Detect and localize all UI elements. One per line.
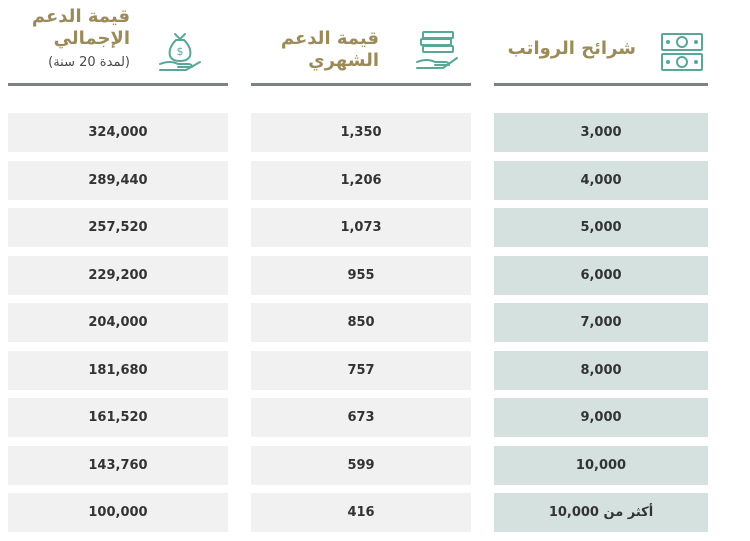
table-cell-salary: 7,000 bbox=[494, 303, 708, 342]
total-support-values: 324,000 289,440 257,520 229,200 204,000 … bbox=[8, 113, 228, 541]
table-cell-total: 204,000 bbox=[8, 303, 228, 342]
table-cell-monthly: 955 bbox=[251, 255, 471, 295]
table-cell-monthly: 416 bbox=[251, 493, 471, 532]
table-cell-total: 100,000 bbox=[8, 493, 228, 532]
monthly-support-header: قيمة الدعم الشهري bbox=[251, 0, 471, 86]
money-bag-hand-icon: $ bbox=[156, 26, 204, 74]
table-cell-salary: أكثر من 10,000 bbox=[494, 493, 708, 532]
table-cell-monthly: 1,206 bbox=[251, 160, 471, 200]
table-cell-salary: 8,000 bbox=[494, 350, 708, 390]
table-cell-total: 324,000 bbox=[8, 113, 228, 152]
table-cell-salary: 3,000 bbox=[494, 113, 708, 152]
salary-brackets-title: شرائح الرواتب bbox=[507, 38, 636, 59]
table-cell-salary: 5,000 bbox=[494, 208, 708, 247]
total-title-line1: قيمة الدعم bbox=[31, 6, 130, 27]
table-cell-total: 161,520 bbox=[8, 398, 228, 437]
table-cell-monthly: 1,073 bbox=[251, 208, 471, 247]
table-cell-salary: 9,000 bbox=[494, 398, 708, 437]
svg-text:$: $ bbox=[177, 45, 184, 58]
monthly-support-values: 1,350 1,206 1,073 955 850 757 673 599 41… bbox=[251, 113, 471, 541]
table-cell-total: 229,200 bbox=[8, 255, 228, 295]
table-cell-monthly: 673 bbox=[251, 398, 471, 437]
monthly-support-column: قيمة الدعم الشهري 1,350 1,206 1,073 955 … bbox=[251, 0, 471, 532]
table-cell-total: 257,520 bbox=[8, 208, 228, 247]
table-cell-total: 289,440 bbox=[8, 160, 228, 200]
table-cell-salary: 10,000 bbox=[494, 445, 708, 485]
table-cell-monthly: 1,350 bbox=[251, 113, 471, 152]
table-cell-total: 181,680 bbox=[8, 350, 228, 390]
total-title-line2: الإجمالي bbox=[53, 28, 130, 49]
total-support-subtitle: (لمدة 20 سنة) bbox=[48, 55, 130, 70]
table-cell-salary: 4,000 bbox=[494, 160, 708, 200]
monthly-title-line2: الشهري bbox=[308, 50, 379, 71]
total-support-column: قيمة الدعم الإجمالي (لمدة 20 سنة) $ 324,… bbox=[8, 0, 228, 532]
monthly-title-line1: قيمة الدعم bbox=[280, 28, 379, 49]
salary-brackets-values: 3,000 4,000 5,000 6,000 7,000 8,000 9,00… bbox=[494, 113, 708, 541]
banknotes-icon bbox=[658, 28, 706, 76]
table-cell-monthly: 599 bbox=[251, 445, 471, 485]
table-cell-monthly: 757 bbox=[251, 350, 471, 390]
table-cell-total: 143,760 bbox=[8, 445, 228, 485]
salary-brackets-header: شرائح الرواتب bbox=[494, 0, 708, 86]
table-cell-monthly: 850 bbox=[251, 303, 471, 342]
salary-brackets-column: شرائح الرواتب 3,000 4,000 5,000 6,000 7,… bbox=[494, 0, 708, 532]
monthly-support-title: قيمة الدعم الشهري bbox=[281, 28, 379, 72]
total-support-title: قيمة الدعم الإجمالي bbox=[32, 6, 130, 50]
total-support-header: قيمة الدعم الإجمالي (لمدة 20 سنة) $ bbox=[8, 0, 228, 86]
table-cell-salary: 6,000 bbox=[494, 255, 708, 295]
cash-stack-hand-icon bbox=[413, 26, 461, 74]
